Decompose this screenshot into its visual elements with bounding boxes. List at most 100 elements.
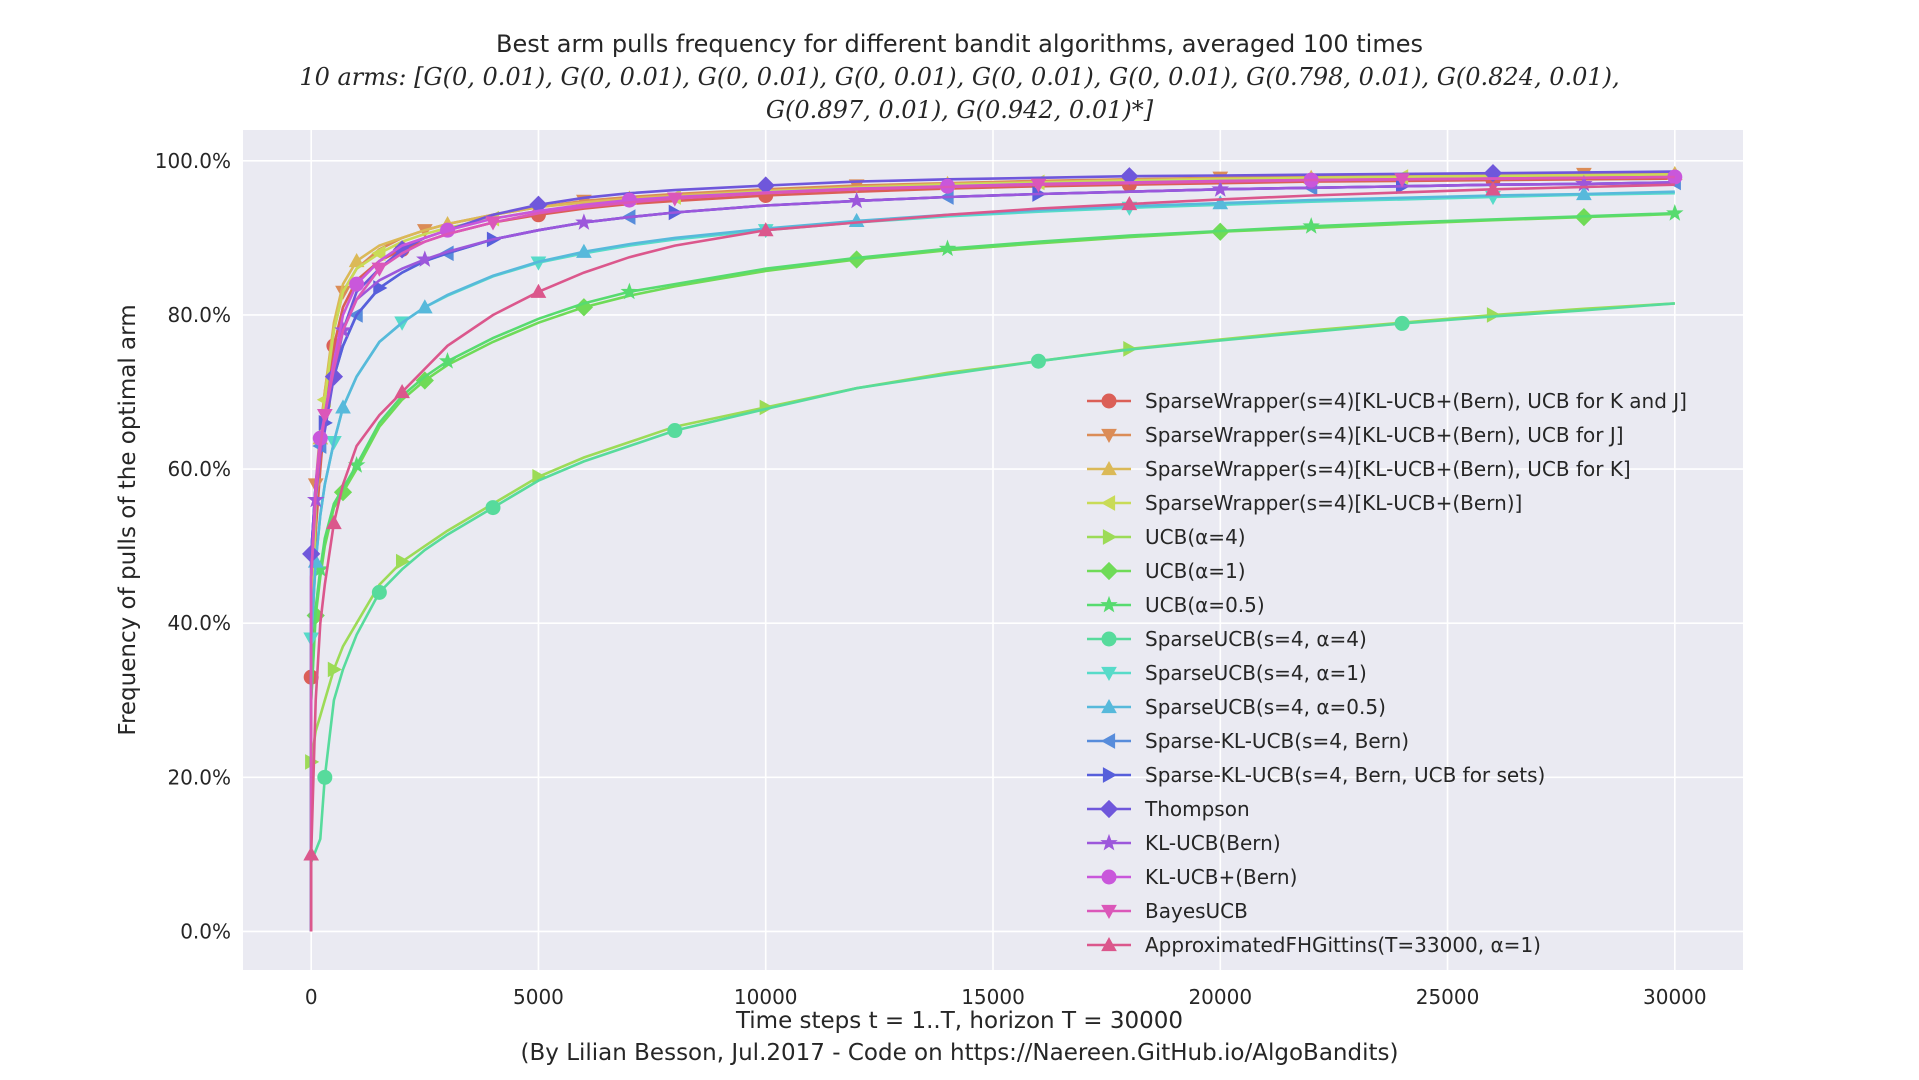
data-point	[317, 769, 333, 785]
x-tick-label: 15000	[961, 985, 1025, 1009]
legend-label: SparseWrapper(s=4)[KL-UCB+(Bern), UCB fo…	[1145, 423, 1624, 447]
x-tick-label: 10000	[734, 985, 798, 1009]
series-8	[309, 302, 1675, 932]
data-point	[1102, 529, 1118, 545]
data-point	[757, 222, 774, 237]
legend-item: Sparse-KL-UCB(s=4, Bern, UCB for sets)	[1083, 758, 1773, 792]
legend-swatch	[1087, 631, 1131, 647]
data-point	[1030, 178, 1047, 193]
data-point	[1121, 195, 1138, 211]
legend-label: ApproximatedFHGittins(T=33000, α=1)	[1145, 933, 1541, 957]
data-point	[373, 280, 388, 296]
data-point	[1100, 595, 1118, 613]
data-point	[1101, 869, 1117, 885]
data-point	[621, 192, 637, 208]
legend-swatch	[1087, 936, 1131, 952]
legend-label: SparseUCB(s=4, α=4)	[1145, 627, 1367, 651]
y-tick-label: 80.0%	[167, 303, 231, 327]
data-point	[1101, 666, 1117, 682]
legend-swatch	[1087, 595, 1131, 613]
data-point	[1102, 767, 1118, 783]
legend-item: BayesUCB	[1083, 894, 1773, 928]
data-point	[335, 399, 351, 414]
series-line	[309, 175, 1675, 932]
series-lines	[302, 164, 1684, 932]
data-point	[348, 252, 365, 268]
data-point	[1030, 353, 1046, 369]
data-point	[576, 243, 592, 258]
legend-swatch	[1087, 666, 1131, 682]
data-point	[1576, 185, 1592, 201]
data-point	[1101, 631, 1117, 647]
legend-swatch	[1087, 833, 1131, 851]
y-tick-label: 60.0%	[167, 457, 231, 481]
data-point	[1100, 733, 1116, 749]
y-tick-label: 40.0%	[167, 611, 231, 635]
data-point	[1394, 173, 1410, 188]
data-point	[438, 352, 457, 369]
y-tick-label: 20.0%	[167, 765, 231, 789]
legend-label: SparseWrapper(s=4)[KL-UCB+(Bern), UCB fo…	[1145, 389, 1687, 413]
legend-item: KL-UCB(Bern)	[1083, 826, 1773, 860]
x-tick-label: 0	[305, 985, 318, 1009]
legend-label: UCB(α=4)	[1145, 525, 1246, 549]
series-line	[309, 211, 1675, 932]
legend-item: UCB(α=0.5)	[1083, 588, 1773, 622]
data-point	[1099, 561, 1119, 581]
legend-swatch	[1087, 561, 1131, 581]
data-point	[371, 584, 387, 600]
series-line	[309, 183, 1675, 932]
chart-subtitle-arms-continued: G(0.897, 0.01), G(0.942, 0.01)*]	[765, 96, 1154, 124]
tick-labels: 0 5000 10000 15000 20000 25000 30000 0.0% 20.0% 4…	[155, 149, 1707, 1009]
legend: SparseWrapper(s=4)[KL-UCB+(Bern), UCB fo…	[1083, 384, 1773, 962]
data-point	[327, 661, 342, 678]
legend-swatch	[1087, 733, 1131, 749]
legend-label: Thompson	[1145, 797, 1250, 821]
legend-item: UCB(α=4)	[1083, 520, 1773, 554]
legend-swatch	[1087, 428, 1131, 444]
legend-label: SparseWrapper(s=4)[KL-UCB+(Bern)]	[1145, 491, 1523, 515]
data-point	[847, 191, 866, 209]
data-point	[326, 514, 342, 530]
legend-swatch	[1087, 698, 1131, 714]
data-point	[1101, 460, 1117, 476]
legend-item: ApproximatedFHGittins(T=33000, α=1)	[1083, 928, 1773, 962]
data-point	[394, 383, 410, 399]
legend-label: Sparse-KL-UCB(s=4, Bern)	[1145, 729, 1410, 753]
legend-item: SparseWrapper(s=4)[KL-UCB+(Bern), UCB fo…	[1083, 384, 1773, 418]
y-tick-label: 100.0%	[155, 149, 231, 173]
data-point	[316, 409, 333, 424]
legend-item: SparseWrapper(s=4)[KL-UCB+(Bern)]	[1083, 486, 1773, 520]
data-point	[666, 192, 683, 207]
legend-label: BayesUCB	[1145, 899, 1248, 923]
data-point	[415, 371, 434, 390]
legend-item: SparseWrapper(s=4)[KL-UCB+(Bern), UCB fo…	[1083, 418, 1773, 452]
legend-swatch	[1087, 799, 1131, 819]
legend-item: Thompson	[1083, 792, 1773, 826]
legend-label: UCB(α=1)	[1145, 559, 1246, 583]
legend-item: SparseUCB(s=4, α=1)	[1083, 656, 1773, 690]
x-tick-label: 25000	[1416, 985, 1480, 1009]
data-point	[303, 846, 320, 861]
data-point	[349, 276, 365, 292]
data-point	[485, 216, 501, 231]
legend-label: SparseWrapper(s=4)[KL-UCB+(Bern), UCB fo…	[1145, 457, 1631, 481]
series-line	[309, 302, 1675, 932]
data-point	[371, 245, 386, 262]
data-point	[1394, 315, 1410, 331]
data-point	[416, 250, 434, 267]
y-tick-label: 0.0%	[180, 919, 231, 943]
data-point	[371, 262, 388, 277]
chart-caption: (By Lilian Besson, Jul.2017 - Code on ht…	[520, 1040, 1399, 1066]
chart-title: Best arm pulls frequency for different b…	[496, 30, 1423, 58]
data-point	[530, 283, 547, 298]
data-point	[395, 553, 411, 570]
data-point	[620, 282, 639, 300]
data-point	[938, 239, 957, 257]
data-point	[1211, 180, 1230, 197]
legend-item: Sparse-KL-UCB(s=4, Bern)	[1083, 724, 1773, 758]
data-point	[1100, 495, 1116, 511]
legend-item: UCB(α=1)	[1083, 554, 1773, 588]
legend-swatch	[1087, 904, 1131, 920]
